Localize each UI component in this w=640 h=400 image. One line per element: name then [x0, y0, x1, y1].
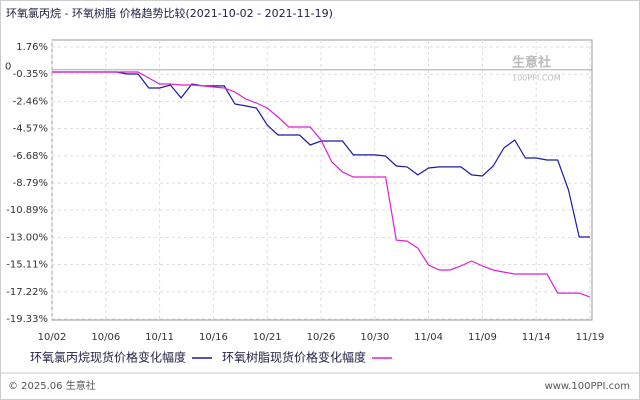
y-tick-label: -8.79%: [13, 178, 48, 189]
x-tick-label: 11/09: [468, 332, 497, 343]
y-tick-label: -19.33%: [6, 314, 48, 325]
footer-site: www.100PPI.com: [545, 381, 630, 392]
y-tick-label: -17.22%: [6, 287, 48, 298]
legend-label: 环氧氯丙烷现货价格变化幅度: [30, 350, 186, 365]
legend-label: 环氧树脂现货价格变化幅度: [222, 350, 366, 365]
x-tick-label: 10/21: [253, 332, 282, 343]
x-tick-label: 10/26: [307, 332, 336, 343]
y-tick-label: 1.76%: [16, 42, 48, 53]
y-tick-label: -2.46%: [13, 96, 48, 107]
x-tick-label: 10/02: [38, 332, 67, 343]
watermark: 生意社: [512, 55, 551, 71]
y-tick-label: -6.68%: [13, 151, 48, 162]
y-tick-label: -10.89%: [6, 205, 48, 216]
x-tick-label: 10/16: [199, 332, 228, 343]
chart-title: 环氧氯丙烷 - 环氧树脂 价格趋势比较(2021-10-02 - 2021-11…: [6, 6, 333, 20]
y-tick-label: -15.11%: [6, 260, 48, 271]
footer-copyright: © 2025.06 生意社: [8, 379, 96, 392]
x-tick-label: 10/30: [360, 332, 389, 343]
x-tick-label: 11/14: [522, 332, 551, 343]
y-tick-label: -4.57%: [13, 124, 48, 135]
series-line: [52, 71, 591, 298]
x-tick-label: 11/04: [414, 332, 443, 343]
y-tick-label: -13.00%: [6, 232, 48, 243]
y-tick-label: -0.35%: [13, 69, 48, 80]
x-tick-label: 11/19: [576, 332, 605, 343]
x-tick-label: 10/06: [91, 332, 120, 343]
x-tick-label: 10/11: [145, 332, 174, 343]
y-tick-label: 0: [5, 62, 11, 73]
